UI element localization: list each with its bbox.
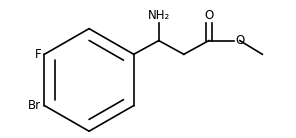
Text: NH₂: NH₂: [148, 9, 170, 22]
Text: F: F: [35, 48, 41, 61]
Text: O: O: [204, 9, 213, 22]
Text: O: O: [235, 34, 244, 47]
Text: Br: Br: [28, 99, 41, 112]
